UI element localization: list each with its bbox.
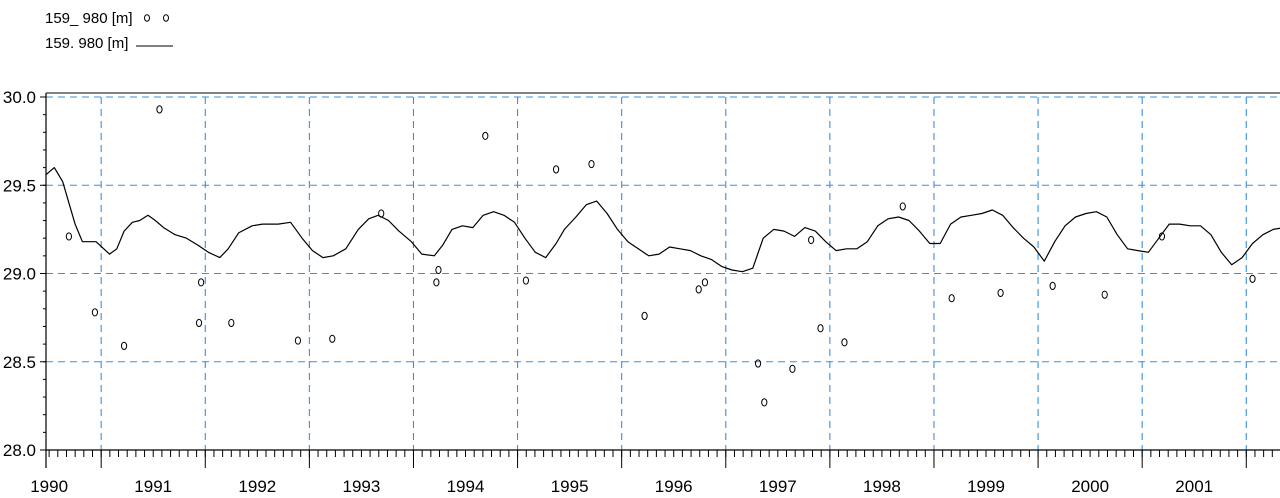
legend-marker-circle [144, 14, 150, 22]
data-point-marker [754, 359, 762, 368]
x-tick-label: 1992 [238, 477, 276, 496]
legend-marker-circles [144, 14, 169, 22]
data-point-marker [522, 276, 530, 285]
y-tick-label: 28.0 [3, 441, 36, 460]
data-point-marker [65, 232, 73, 241]
x-tick-label: 1993 [343, 477, 381, 496]
x-tick-label: 2000 [1071, 477, 1109, 496]
data-point-marker [228, 318, 235, 328]
legend-label-series-1: 159_ 980 [m] [45, 10, 133, 27]
axes [45, 92, 1280, 468]
x-tick-label: 1998 [863, 477, 901, 496]
x-tick-label: 1991 [134, 477, 172, 496]
x-tick-label: 1994 [447, 477, 485, 496]
axis-ticks [40, 96, 1273, 468]
data-point-marker [761, 398, 768, 407]
data-point-marker [701, 278, 709, 287]
data-point-marker [948, 294, 955, 303]
data-point-marker [156, 105, 163, 114]
data-point-marker [997, 288, 1004, 298]
grid-lines [46, 96, 1280, 451]
x-tick-label: 1995 [551, 477, 589, 496]
data-point-marker [899, 202, 906, 211]
data-point-marker [329, 334, 336, 343]
data-point-marker [91, 308, 99, 317]
data-point-marker [789, 364, 796, 373]
legend-marker-circle [163, 14, 169, 22]
x-tick-label: 1997 [759, 477, 797, 496]
data-point-marker [841, 338, 848, 347]
data-point-marker [435, 265, 442, 275]
y-tick-label: 28.5 [3, 353, 36, 372]
data-point-marker [695, 285, 702, 294]
series-line-159-980 [45, 167, 1280, 273]
data-point-marker [552, 165, 560, 174]
plot-area [45, 105, 1280, 407]
legend: 159_ 980 [m] 159. 980 [m] [45, 10, 173, 52]
x-tick-label: 1990 [30, 477, 68, 496]
x-tick-label: 1996 [655, 477, 693, 496]
x-tick-labels: 1990 1991 1992 1993 1994 1995 1996 1997 1998 1999… [30, 477, 1213, 496]
data-point-marker [1158, 232, 1166, 241]
data-point-marker [1101, 290, 1108, 299]
data-point-marker [195, 318, 203, 328]
y-tick-label: 29.5 [3, 176, 36, 195]
data-point-marker [120, 341, 128, 350]
data-point-marker [588, 159, 595, 169]
y-tick-labels: 28.0 28.5 29.0 29.5 30.0 [3, 88, 36, 460]
data-point-marker [641, 311, 648, 320]
data-point-marker [1049, 281, 1056, 290]
data-point-marker [1249, 274, 1256, 283]
legend-label-series-2: 159. 980 [m] [45, 35, 128, 52]
data-point-marker [482, 131, 489, 140]
x-tick-label: 1999 [967, 477, 1005, 496]
x-tick-label: 2001 [1175, 477, 1213, 496]
y-tick-label: 29.0 [3, 265, 36, 284]
data-point-marker [433, 278, 440, 287]
data-point-marker [817, 324, 824, 333]
y-tick-label: 30.0 [3, 88, 36, 107]
data-point-marker [198, 278, 205, 287]
data-point-marker [808, 235, 815, 245]
data-point-marker [294, 336, 302, 345]
